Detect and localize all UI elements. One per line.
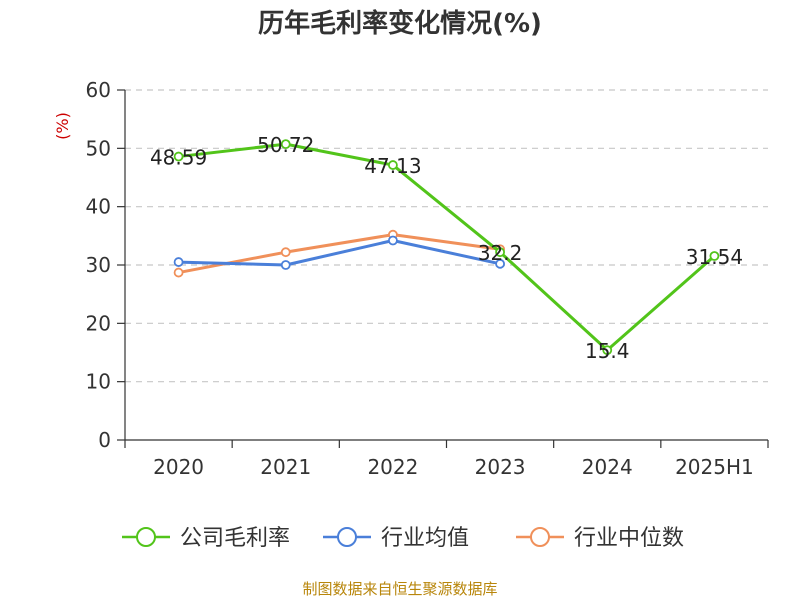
x-tick-label: 2021 bbox=[260, 455, 311, 479]
y-tick-label: 20 bbox=[86, 311, 111, 335]
data-label: 31.54 bbox=[686, 245, 743, 269]
data-point[interactable] bbox=[602, 345, 613, 356]
data-label: 47.13 bbox=[364, 154, 421, 178]
data-label: 50.72 bbox=[257, 133, 314, 157]
data-labels: 48.59 50.72 47.13 32.2 15.4 31.54 bbox=[150, 133, 743, 363]
legend[interactable]: 公司毛利率 行业均值 行业中位数 bbox=[122, 526, 684, 551]
data-point[interactable] bbox=[495, 247, 505, 258]
y-tick-label: 50 bbox=[86, 136, 111, 160]
y-tick-label: 0 bbox=[98, 428, 111, 452]
y-tick-label: 30 bbox=[86, 253, 111, 277]
grid bbox=[125, 89, 768, 383]
data-point[interactable] bbox=[280, 139, 291, 150]
data-point[interactable] bbox=[173, 267, 184, 278]
source-note: 制图数据来自恒生聚源数据库 bbox=[302, 580, 497, 598]
y-tick-label: 10 bbox=[86, 370, 111, 394]
legend-item[interactable]: 公司毛利率 bbox=[122, 526, 290, 551]
y-axis-unit: (%) bbox=[53, 112, 72, 140]
chart-title: 历年毛利率变化情况(%) bbox=[258, 8, 542, 39]
series-lines bbox=[173, 139, 720, 356]
legend-marker bbox=[337, 527, 357, 547]
y-tick-label: 60 bbox=[86, 78, 111, 102]
data-label: 32.2 bbox=[478, 241, 523, 265]
x-tick-label: 2020 bbox=[153, 455, 204, 479]
data-point[interactable] bbox=[173, 151, 184, 162]
legend-label: 公司毛利率 bbox=[180, 526, 290, 551]
legend-item[interactable]: 行业中位数 bbox=[516, 526, 684, 551]
legend-item[interactable]: 行业均值 bbox=[323, 526, 469, 551]
data-point[interactable] bbox=[280, 260, 291, 270]
data-point[interactable] bbox=[388, 160, 398, 170]
data-label: 15.4 bbox=[585, 339, 630, 363]
legend-marker bbox=[136, 527, 156, 547]
x-tick-label: 2023 bbox=[475, 455, 526, 479]
data-label: 48.59 bbox=[150, 146, 207, 170]
series-line bbox=[178, 239, 501, 267]
x-tick-label: 2022 bbox=[367, 455, 418, 479]
data-point[interactable] bbox=[495, 258, 505, 269]
series-line bbox=[178, 142, 716, 352]
data-point[interactable] bbox=[388, 235, 398, 246]
legend-label: 行业均值 bbox=[381, 526, 469, 551]
y-tick-label: 40 bbox=[86, 195, 111, 219]
x-tick-label: 2025H1 bbox=[675, 455, 754, 479]
data-point[interactable] bbox=[709, 251, 720, 261]
axes: 0 10 20 30 40 50 60 2020 2021 2022 2023 2024 2025H1 bbox=[86, 78, 769, 479]
data-point[interactable] bbox=[173, 257, 184, 267]
legend-label: 行业中位数 bbox=[574, 526, 684, 551]
x-tick-label: 2024 bbox=[582, 455, 633, 479]
legend-marker bbox=[530, 527, 550, 547]
data-point[interactable] bbox=[280, 247, 291, 258]
